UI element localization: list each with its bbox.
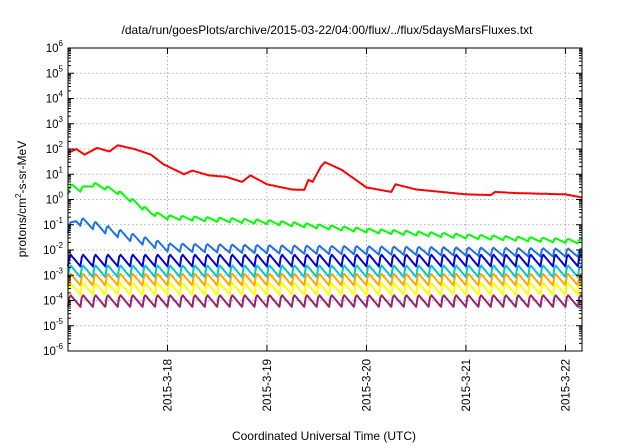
series-line-8 (67, 294, 583, 308)
y-tick-label: 100 (46, 191, 64, 207)
series-line-7 (67, 282, 583, 296)
chart-title: /data/run/goesPlots/archive/2015-03-22/0… (122, 23, 534, 37)
y-tick-label: 10-2 (43, 241, 63, 257)
y-tick-label: 101 (46, 165, 64, 181)
gridlines (68, 48, 582, 351)
y-tick-label: 10-6 (43, 342, 63, 358)
y-tick-label: 103 (46, 115, 64, 131)
x-axis-label: Coordinated Universal Time (UTC) (232, 429, 416, 443)
x-tick-label: 2015-3-18 (162, 359, 174, 411)
series-line-1 (67, 144, 583, 199)
y-tick-label: 104 (46, 90, 64, 106)
series-line-5 (67, 264, 583, 279)
y-tick-label: 10-5 (43, 317, 63, 333)
y-tick-label: 10-1 (43, 216, 63, 232)
series-line-2 (67, 182, 583, 245)
x-tick-label: 2015-3-20 (361, 359, 373, 411)
series-line-3 (67, 217, 583, 258)
y-tick-label: 10-3 (43, 266, 63, 282)
x-tick-label: 2015-3-21 (461, 359, 473, 411)
y-tick-label: 10-4 (43, 292, 63, 308)
y-tick-label: 106 (46, 39, 64, 55)
x-tick-label: 2015-3-19 (262, 359, 274, 411)
y-tick-label: 105 (46, 64, 64, 80)
y-tick-label: 102 (46, 140, 64, 156)
y-axis-label: protons/cm2-s-sr-MeV (14, 141, 29, 257)
series-line-6 (67, 272, 583, 287)
data-series (67, 144, 583, 308)
axis-ticks: 10-6 10-5 10-4 10-3 10-2 10-1 100 101 102 103 104 1… (43, 39, 582, 411)
x-tick-label: 2015-3-22 (560, 359, 572, 411)
series-line-4 (67, 253, 583, 268)
y-axis-label-text: protons/cm2-s-sr-MeV (14, 141, 29, 257)
